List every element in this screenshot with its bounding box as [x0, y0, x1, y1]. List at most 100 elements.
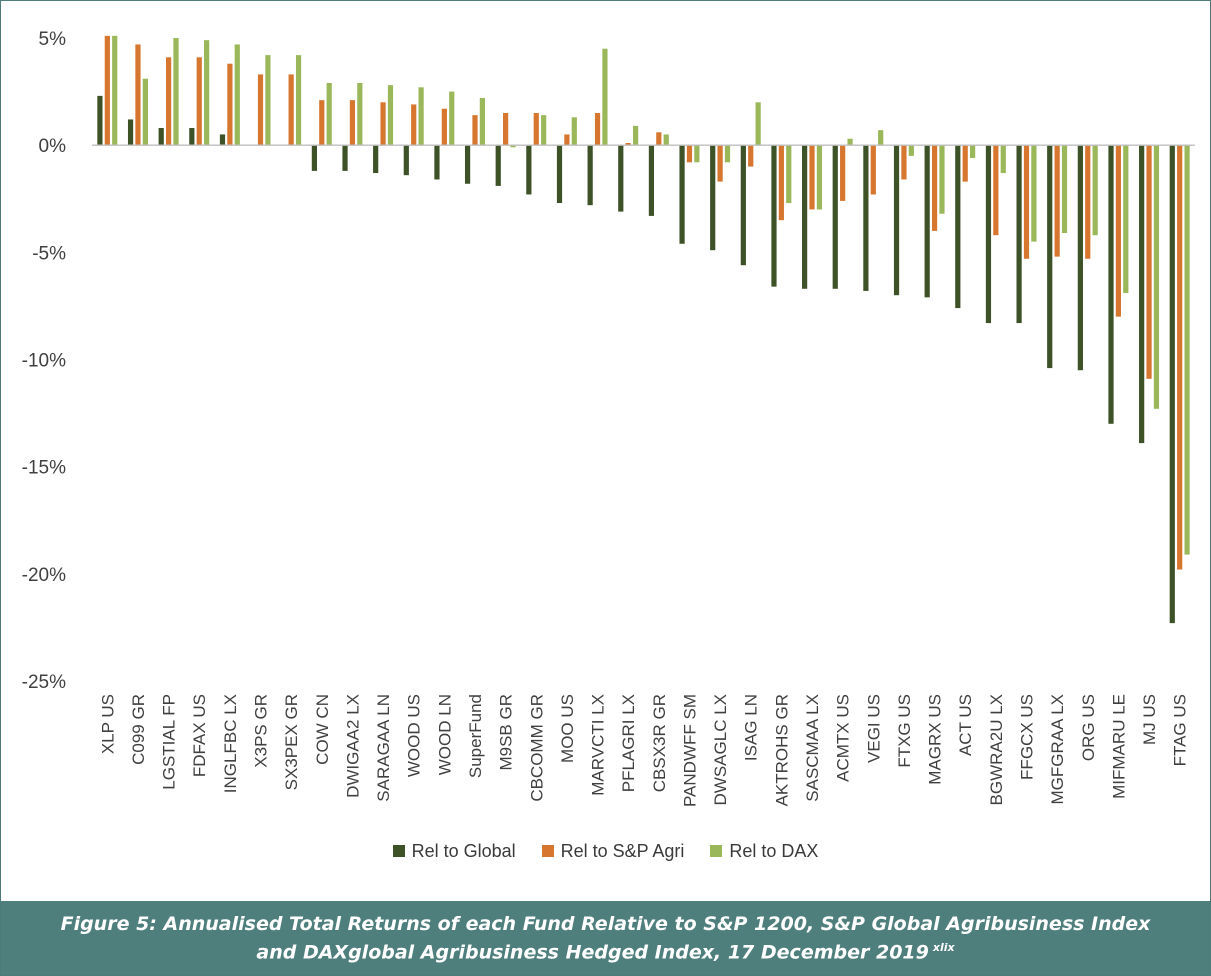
bar-rel-to-dax-lgstial-fp: [173, 38, 179, 146]
x-tick-label: SuperFund: [466, 694, 485, 778]
bar-rel-to-dax-mj-us: [1153, 145, 1160, 409]
bar-rel-to-sandp-agri-mj-us: [1146, 145, 1152, 379]
x-tick-label: AKTROHS GR: [772, 694, 791, 806]
x-tick-label: SASCMAA LX: [803, 694, 822, 802]
y-axis-ticks: 5% 0% -5% -10% -15% -20% -25%: [22, 29, 66, 693]
bar-rel-to-sandp-agri-sx3pex-gr: [288, 74, 294, 146]
bar-rel-to-sandp-agri-acmtx-us: [840, 145, 846, 201]
bar-rel-to-dax-ftag-us: [1184, 145, 1190, 555]
x-tick-label: M9SB GR: [497, 694, 516, 771]
bar-rel-to-global-saragaa-ln: [373, 145, 379, 174]
bar-rel-to-global-bgwra2u-lx: [985, 145, 992, 324]
legend-item-rel-to-sp-agri: Rel to S&P Agri: [541, 840, 685, 862]
bar-rel-to-dax-wood-us: [418, 87, 424, 146]
bar-rel-to-global-cbcomm-gr: [526, 145, 532, 195]
y-tick-label: -10%: [22, 351, 66, 372]
bar-rel-to-global-superfund: [464, 145, 471, 184]
x-tick-label: COW CN: [313, 694, 332, 765]
bar-rel-to-global-acmtx-us: [832, 145, 838, 289]
x-tick-label: FTXG US: [895, 694, 914, 768]
bar-rel-to-sandp-agri-aktrohs-gr: [778, 145, 784, 221]
bar-rel-to-dax-x3ps-gr: [265, 55, 271, 146]
x-tick-label: X3PS GR: [252, 694, 271, 768]
bar-rel-to-dax-acmtx-us: [847, 138, 853, 146]
caption-line-2-text: and DAXglobal Agribusiness Hedged Index,…: [256, 941, 929, 964]
y-tick-label: 0%: [39, 136, 67, 157]
bar-rel-to-dax-cow-cn: [326, 83, 332, 146]
bar-rel-to-dax-wood-ln: [449, 91, 455, 146]
x-tick-label: XLP US: [98, 694, 117, 754]
legend-label-rel-to-dax: Rel to DAX: [729, 840, 819, 861]
bar-rel-to-dax-act-us: [970, 145, 976, 159]
bar-rel-to-dax-pflagri-lx: [632, 125, 639, 146]
bar-rel-to-global-lgstial-fp: [158, 128, 164, 146]
bar-rel-to-dax-aktrohs-gr: [786, 145, 792, 204]
bar-rel-to-dax-marvcti-lx: [602, 48, 608, 146]
legend-swatch-rel-to-global: [392, 845, 405, 857]
bar-rel-to-global-dwigaa2-lx: [342, 145, 348, 171]
x-tick-label: MIFMARU LE: [1109, 694, 1128, 799]
bar-rel-to-sandp-agri-fdfax-us: [196, 57, 202, 146]
bar-rel-to-sandp-agri-xlp-us: [104, 35, 110, 146]
bar-rel-to-dax-ftxg-us: [908, 145, 914, 156]
bar-rel-to-global-m9sb-gr: [495, 145, 501, 186]
x-tick-label: DWSAGLC LX: [711, 694, 730, 805]
bar-rel-to-global-pflagri-lx: [618, 145, 624, 212]
bar-rel-to-sandp-agri-vegi-us: [870, 145, 876, 195]
y-tick-label: 5%: [39, 29, 67, 50]
bar-rel-to-sandp-agri-wood-ln: [441, 108, 447, 146]
y-tick-label: -15%: [22, 458, 66, 479]
bar-rel-to-global-wood-ln: [434, 145, 440, 180]
x-tick-label: FFGCX US: [1017, 694, 1036, 780]
bar-rel-to-sandp-agri-cbcomm-gr: [533, 113, 539, 146]
bar-rel-to-global-org-us: [1077, 145, 1083, 371]
bar-rel-to-sandp-agri-pflagri-lx: [625, 143, 631, 146]
bar-rel-to-sandp-agri-inglfbc-lx: [227, 63, 233, 146]
bar-chart: 5% 0% -5% -10% -15% -20% -25% XLP US C099 GR LGS…: [22, 29, 1195, 807]
bar-rel-to-global-cbsx3r-gr: [648, 145, 655, 216]
bar-rel-to-global-pandwff-sm: [679, 145, 685, 244]
bar-rel-to-dax-sx3pex-gr: [295, 55, 302, 146]
caption-line-1: Figure 5: Annualised Total Returns of ea…: [60, 912, 1151, 935]
bar-rel-to-global-inglfbc-lx: [219, 134, 226, 146]
y-tick-label: -5%: [32, 243, 66, 264]
bar-rel-to-global-act-us: [955, 145, 961, 309]
bar-rel-to-dax-c099-gr: [142, 78, 148, 146]
bar-rel-to-dax-magrx-us: [939, 145, 945, 214]
bar-rel-to-global-dwsaglc-lx: [710, 145, 716, 251]
bar-rel-to-global-mifmaru-le: [1108, 145, 1114, 424]
x-tick-label: MARVCTI LX: [589, 694, 608, 796]
bar-rel-to-sandp-agri-moo-us: [564, 134, 570, 146]
legend-label-rel-to-sp-agri: Rel to S&P Agri: [560, 840, 685, 861]
y-tick-label: -25%: [22, 672, 66, 693]
bar-rel-to-sandp-agri-mgfgraa-lx: [1054, 145, 1060, 257]
legend-item-rel-to-dax: Rel to DAX: [710, 841, 818, 862]
x-tick-label: DWIGAA2 LX: [343, 694, 362, 798]
bar-rel-to-global-sascmaa-lx: [802, 145, 808, 289]
bar-rel-to-global-wood-us: [403, 145, 409, 176]
bar-rel-to-dax-dwsaglc-lx: [724, 145, 731, 163]
bar-rel-to-dax-pandwff-sm: [694, 145, 700, 163]
x-tick-label: PFLAGRI LX: [619, 694, 638, 792]
bar-rel-to-dax-mgfgraa-lx: [1061, 145, 1068, 234]
x-tick-label: FTAG US: [1171, 694, 1190, 766]
bar-rel-to-sandp-agri-mifmaru-le: [1115, 145, 1121, 317]
x-tick-label: WOOD LN: [435, 694, 454, 775]
bar-rel-to-global-aktrohs-gr: [771, 145, 777, 287]
bar-rel-to-dax-inglfbc-lx: [234, 44, 240, 146]
bar-rel-to-global-vegi-us: [863, 145, 869, 291]
x-tick-label: INGLFBC LX: [221, 694, 240, 793]
bar-rel-to-global-isag-ln: [740, 145, 746, 266]
bar-rel-to-sandp-agri-bgwra2u-lx: [993, 145, 999, 236]
bar-rel-to-sandp-agri-saragaa-ln: [380, 102, 386, 146]
x-tick-label: VEGI US: [864, 694, 883, 763]
legend-item-rel-to-global: Rel to Global: [392, 841, 516, 862]
bar-rel-to-sandp-agri-cow-cn: [319, 100, 325, 146]
bar-rel-to-dax-isag-ln: [755, 102, 761, 146]
bar-rel-to-global-c099-gr: [127, 119, 134, 146]
bar-rel-to-dax-fdfax-us: [204, 40, 210, 146]
x-tick-label: C099 GR: [129, 694, 148, 765]
x-tick-label: ORG US: [1079, 694, 1098, 761]
bar-rel-to-global-moo-us: [556, 145, 563, 204]
chart-legend: Rel to Global Rel to S&P Agri Rel to DAX: [0, 836, 1211, 866]
